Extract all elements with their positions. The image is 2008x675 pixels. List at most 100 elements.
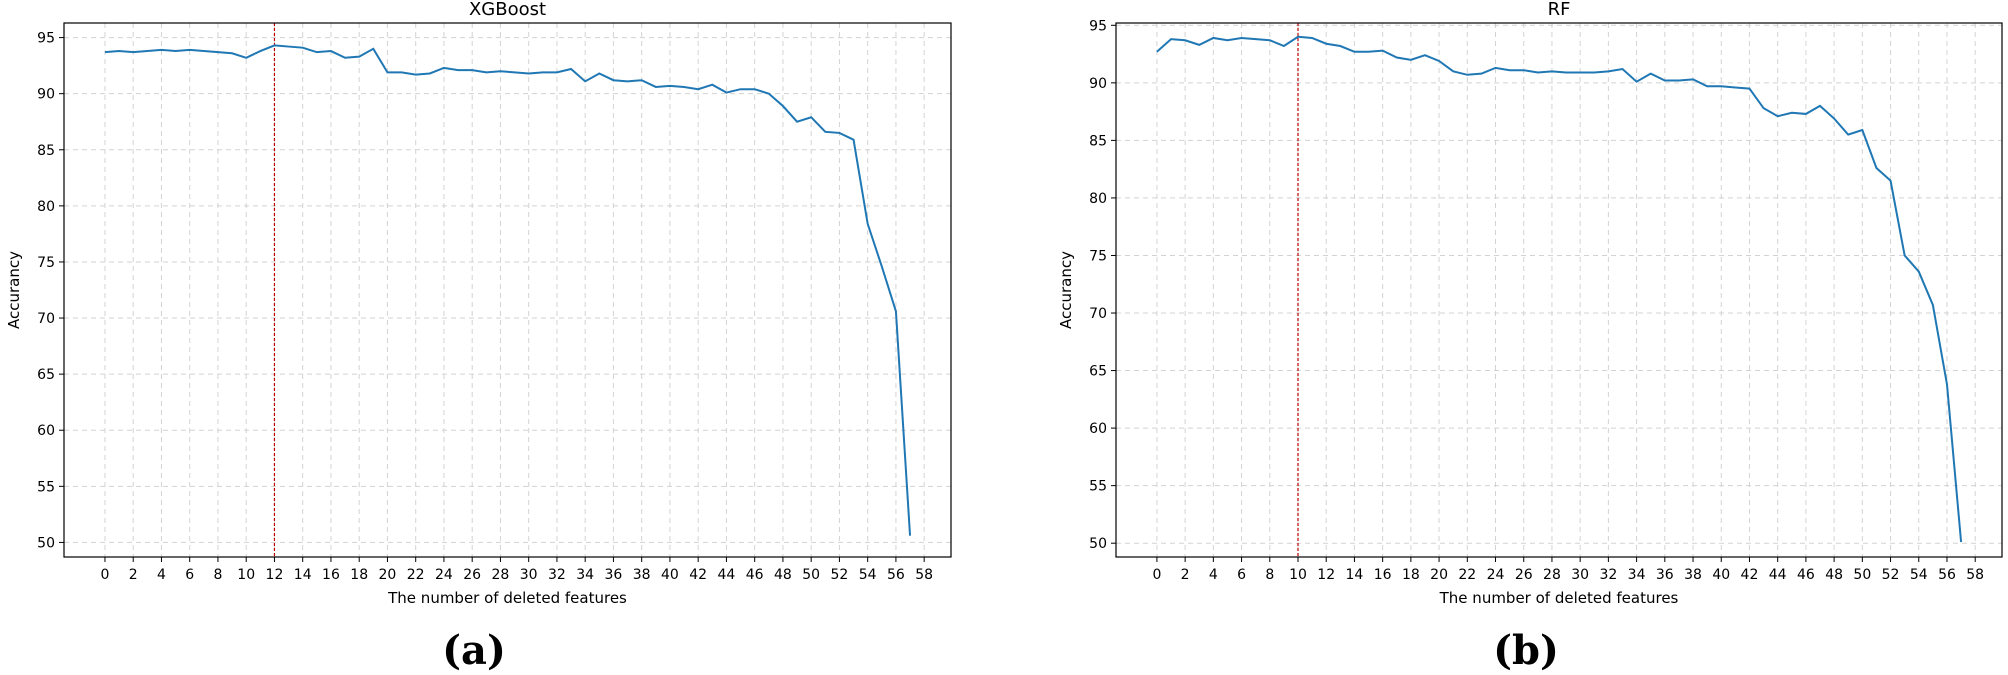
x-tick-label: 0 xyxy=(100,567,109,583)
x-tick-label: 48 xyxy=(774,567,792,583)
x-tick-label: 26 xyxy=(463,567,481,583)
x-tick-label: 26 xyxy=(1515,567,1533,583)
x-tick-label: 46 xyxy=(746,567,764,583)
x-tick-label: 56 xyxy=(1938,567,1956,583)
y-tick-label: 90 xyxy=(1089,76,1107,92)
chart-b-y-axis-label: Accurancy xyxy=(1057,251,1075,329)
y-tick-label: 50 xyxy=(37,535,55,551)
x-tick-label: 38 xyxy=(1684,567,1702,583)
x-tick-label: 2 xyxy=(1181,567,1190,583)
x-tick-label: 16 xyxy=(1374,567,1392,583)
y-tick-label: 60 xyxy=(1089,421,1107,437)
x-tick-label: 36 xyxy=(1656,567,1674,583)
chart-a-grid xyxy=(64,23,951,557)
y-tick-label: 85 xyxy=(1089,133,1107,149)
x-tick-label: 16 xyxy=(322,567,340,583)
x-tick-label: 10 xyxy=(1289,567,1307,583)
chart-a-accuracy-line xyxy=(104,44,912,536)
y-tick-label: 95 xyxy=(37,31,55,47)
y-tick-label: 75 xyxy=(37,255,55,271)
x-tick-label: 22 xyxy=(407,567,425,583)
y-tick-label: 80 xyxy=(37,199,55,215)
y-tick-label: 90 xyxy=(37,87,55,103)
chart-b-x-axis-label: The number of deleted features xyxy=(1439,589,1679,607)
x-tick-label: 8 xyxy=(1265,567,1274,583)
x-tick-label: 44 xyxy=(718,567,736,583)
x-tick-label: 18 xyxy=(350,567,368,583)
x-tick-label: 58 xyxy=(1966,567,1984,583)
x-tick-label: 54 xyxy=(859,567,877,583)
x-tick-label: 6 xyxy=(1237,567,1246,583)
x-tick-label: 28 xyxy=(1543,567,1561,583)
x-tick-label: 2 xyxy=(129,567,138,583)
chart-b: 0 2 4 6 8 10 12 14 16 18 20 22 24 26 28 30 32 34 36 38 40 42 4… xyxy=(1057,0,2003,674)
chart-b-y-ticks: 50 55 60 65 70 75 80 85 90 95 xyxy=(1089,18,1116,552)
x-tick-label: 30 xyxy=(520,567,538,583)
x-tick-label: 32 xyxy=(1599,567,1617,583)
y-tick-label: 95 xyxy=(1089,18,1107,34)
x-tick-label: 20 xyxy=(1430,567,1448,583)
chart-b-accuracy-line xyxy=(1156,35,1963,543)
x-tick-label: 38 xyxy=(633,567,651,583)
x-tick-label: 40 xyxy=(661,567,679,583)
x-tick-label: 6 xyxy=(185,567,194,583)
chart-a-y-ticks: 50 55 60 65 70 75 80 85 90 95 xyxy=(37,31,64,551)
x-tick-label: 46 xyxy=(1797,567,1815,583)
x-tick-label: 12 xyxy=(1317,567,1335,583)
x-tick-label: 24 xyxy=(1487,567,1505,583)
y-tick-label: 70 xyxy=(1089,306,1107,322)
x-tick-label: 32 xyxy=(548,567,566,583)
x-tick-label: 40 xyxy=(1712,567,1730,583)
x-tick-label: 52 xyxy=(1882,567,1900,583)
chart-a-panel-label: (a) xyxy=(442,627,506,674)
y-tick-label: 60 xyxy=(37,423,55,439)
chart-a-y-axis-label: Accurancy xyxy=(5,251,23,329)
x-tick-label: 20 xyxy=(379,567,397,583)
chart-a-plot-frame xyxy=(63,22,952,558)
y-tick-label: 75 xyxy=(1089,248,1107,264)
y-tick-label: 50 xyxy=(1089,536,1107,552)
y-tick-label: 80 xyxy=(1089,191,1107,207)
x-tick-label: 4 xyxy=(1209,567,1218,583)
x-tick-label: 22 xyxy=(1458,567,1476,583)
x-tick-label: 8 xyxy=(213,567,222,583)
chart-a-x-ticks: 0 2 4 6 8 10 12 14 16 18 20 22 24 26 28 30 32 34 36 38 40 42 4… xyxy=(100,557,933,583)
chart-a-x-axis-label: The number of deleted features xyxy=(387,589,627,607)
y-tick-label: 85 xyxy=(37,143,55,159)
x-tick-label: 52 xyxy=(831,567,849,583)
x-tick-label: 10 xyxy=(237,567,255,583)
x-tick-label: 12 xyxy=(266,567,284,583)
x-tick-label: 42 xyxy=(1741,567,1759,583)
x-tick-label: 4 xyxy=(157,567,166,583)
x-tick-label: 54 xyxy=(1910,567,1928,583)
x-tick-label: 34 xyxy=(1628,567,1646,583)
x-tick-label: 28 xyxy=(492,567,510,583)
chart-b-title: RF xyxy=(1548,0,1571,20)
x-tick-label: 48 xyxy=(1825,567,1843,583)
chart-a-title: XGBoost xyxy=(469,0,546,20)
x-tick-label: 30 xyxy=(1571,567,1589,583)
x-tick-label: 50 xyxy=(1853,567,1871,583)
chart-b-x-ticks: 0 2 4 6 8 10 12 14 16 18 20 22 24 26 28 30 32 34 36 38 40 42 4… xyxy=(1152,557,1984,583)
x-tick-label: 58 xyxy=(915,567,933,583)
x-tick-label: 14 xyxy=(294,567,312,583)
chart-b-grid xyxy=(1116,23,2002,557)
x-tick-label: 24 xyxy=(435,567,453,583)
y-tick-label: 55 xyxy=(37,479,55,495)
y-tick-label: 65 xyxy=(37,367,55,383)
x-tick-label: 0 xyxy=(1152,567,1161,583)
x-tick-label: 36 xyxy=(605,567,623,583)
x-tick-label: 44 xyxy=(1769,567,1787,583)
chart-b-panel-label: (b) xyxy=(1493,627,1559,674)
y-tick-label: 65 xyxy=(1089,364,1107,380)
x-tick-label: 50 xyxy=(802,567,820,583)
x-tick-label: 14 xyxy=(1346,567,1364,583)
x-tick-label: 42 xyxy=(689,567,707,583)
x-tick-label: 56 xyxy=(887,567,905,583)
y-tick-label: 55 xyxy=(1089,479,1107,495)
x-tick-label: 34 xyxy=(576,567,594,583)
y-tick-label: 70 xyxy=(37,311,55,327)
chart-b-plot-frame xyxy=(1115,22,2003,558)
chart-a: 0 2 4 6 8 10 12 14 16 18 20 22 24 26 28 30 32 34 36 38 40 42 4… xyxy=(5,0,952,674)
